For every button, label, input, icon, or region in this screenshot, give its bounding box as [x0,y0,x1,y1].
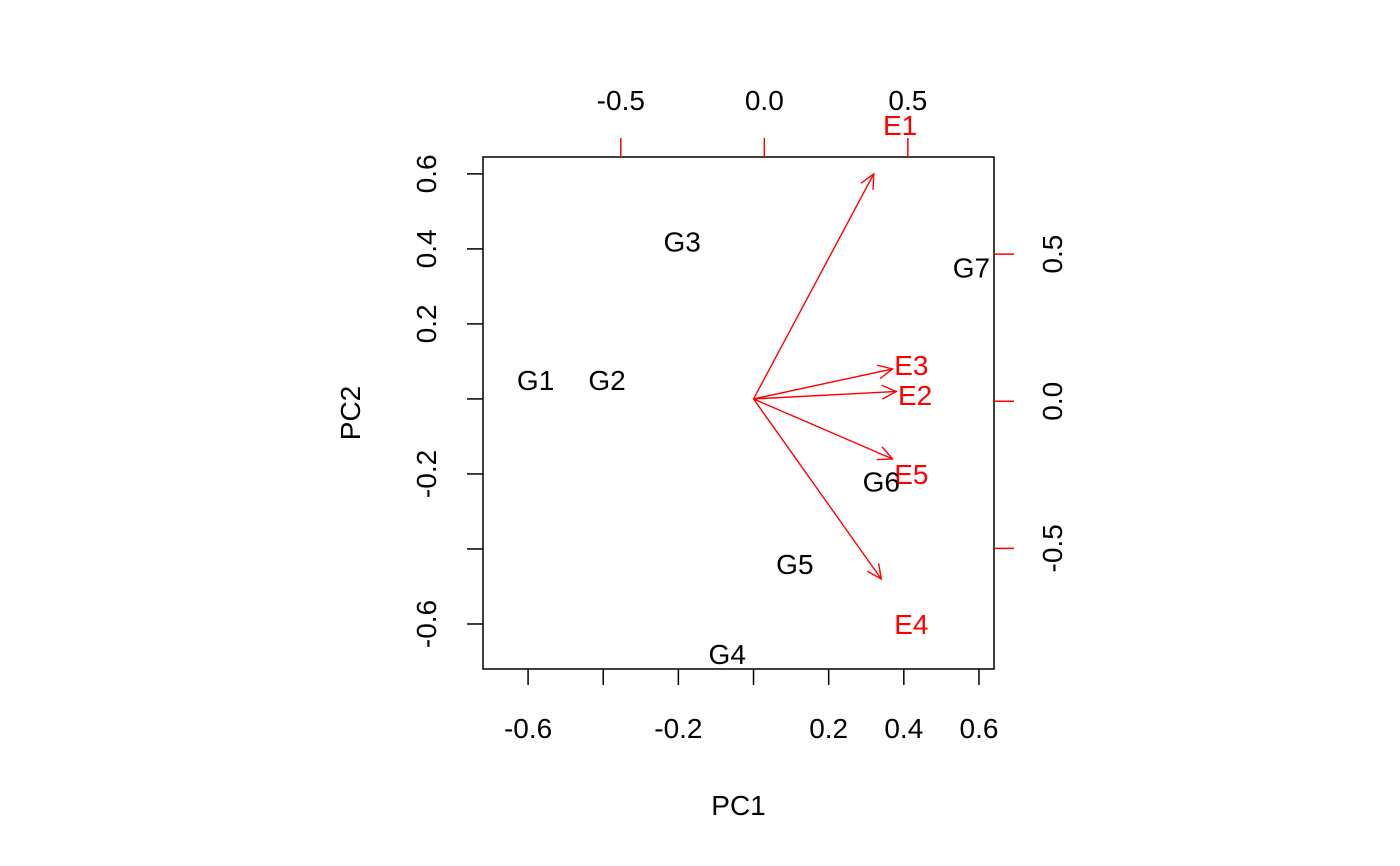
point-label: G7 [953,253,990,284]
arrow-head [881,384,898,400]
right-tick-label: -0.5 [1037,524,1068,572]
y-tick-label: 0.6 [411,154,442,193]
point-label: G3 [663,226,700,257]
y-tick-label: -0.2 [411,450,442,498]
right-tick-label: 0.0 [1037,382,1068,421]
arrow-label: E3 [894,350,928,381]
x-tick-label: 0.6 [960,713,999,744]
x-tick-label: 0.4 [884,713,923,744]
point-label: G6 [863,466,900,497]
arrow-label: E1 [883,110,917,141]
y-axis-title: PC2 [335,386,366,440]
plot-box [482,156,995,670]
arrow-label: E5 [894,459,928,490]
y-tick-label: 0.4 [411,229,442,268]
point-label: G1 [517,365,554,396]
arrow-head [876,446,895,461]
top-tick-label: 0.5 [888,85,927,116]
arrow-label: E2 [898,380,932,411]
point-label: G2 [588,365,625,396]
y-tick-label: 0.2 [411,304,442,343]
loading-arrow [753,398,893,460]
arrow-head [876,364,895,380]
loading-arrow [753,390,897,400]
point-label: G4 [709,639,746,670]
x-axis-title: PC1 [711,790,765,821]
x-tick-label: 0.2 [809,713,848,744]
loading-arrow [752,398,882,580]
arrow-head [860,172,875,190]
top-tick-label: -0.5 [597,85,645,116]
arrow-label: E4 [894,609,928,640]
arrow-head [866,563,883,581]
top-tick-label: 0.0 [745,85,784,116]
loading-arrow [753,368,893,400]
x-tick-label: -0.2 [654,713,702,744]
right-tick-label: 0.5 [1037,235,1068,274]
y-tick-label: -0.6 [411,600,442,648]
point-label: G5 [776,549,813,580]
loading-arrow [752,173,875,400]
x-tick-label: -0.6 [504,713,552,744]
